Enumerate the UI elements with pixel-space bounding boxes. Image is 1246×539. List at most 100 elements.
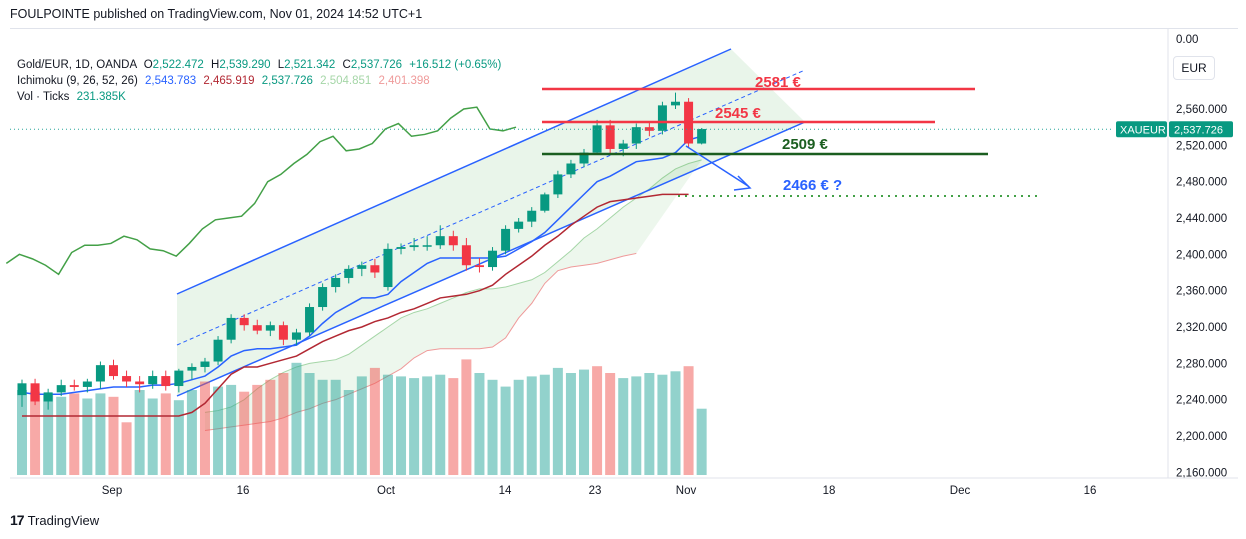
volume-bar <box>252 384 263 475</box>
volume-bar <box>160 393 171 475</box>
time-tick-label: 18 <box>823 485 836 497</box>
candle-body <box>657 105 667 131</box>
ichimoku-tenkan-line <box>21 135 702 395</box>
ichimoku-span-b-line <box>204 252 637 432</box>
time-tick-label: 16 <box>1084 485 1097 497</box>
footer-brand: 17 TradingView <box>10 512 99 528</box>
time-tick-label: Dec <box>950 485 971 497</box>
price-tick-label: 2,400.000 <box>1176 249 1227 261</box>
current-price-tag[interactable]: XAUEUR 2,537.726 <box>1116 121 1233 138</box>
publish-info: FOULPOINTE published on TradingView.com,… <box>10 7 423 21</box>
candle-body <box>474 265 484 268</box>
volume-bar <box>539 374 550 475</box>
candle-body <box>265 325 275 331</box>
ichimoku-chikou-line <box>5 106 517 276</box>
volume-bar <box>644 373 655 475</box>
candle-body <box>383 248 393 288</box>
volume-value: 231.385K <box>76 91 126 103</box>
candle-body <box>488 250 498 268</box>
volume-bar <box>683 366 694 475</box>
volume-bar <box>278 373 289 475</box>
symbol-tag-bg <box>1116 121 1167 138</box>
ichimoku-span-a-line <box>204 159 702 413</box>
candle-body <box>82 381 92 387</box>
currency-selector[interactable]: EUR <box>1173 56 1215 80</box>
ohlc-high-label: H <box>211 59 220 71</box>
volume-bar <box>343 390 354 475</box>
volume-bar <box>369 367 380 475</box>
volume-bar <box>487 379 498 475</box>
target-arrow-line <box>685 145 749 187</box>
ichimoku-kijun-line <box>22 193 689 417</box>
volume-bar <box>618 378 629 475</box>
volume-bar <box>82 398 93 475</box>
candle-body <box>174 370 184 387</box>
volume-label[interactable]: Vol · Ticks <box>17 91 70 103</box>
price-tick-label: 2,360.000 <box>1176 286 1227 298</box>
candle-body <box>618 143 628 149</box>
candle-body <box>527 210 537 222</box>
volume-bar <box>330 379 341 475</box>
candle-body <box>318 287 328 308</box>
price-tick-label: 2,240.000 <box>1176 395 1227 407</box>
candle-body <box>357 265 367 269</box>
volume-bar <box>605 373 616 475</box>
ichimoku-cloud <box>204 159 702 431</box>
candle-body <box>461 245 471 266</box>
price-tick-label: 2,440.000 <box>1176 213 1227 225</box>
ohlc-change: +16.512 (+0.65%) <box>409 59 502 71</box>
candle-body <box>291 332 301 340</box>
volume-bar <box>409 378 420 475</box>
symbol-tag-label: XAUEUR <box>1120 124 1166 136</box>
volume-bar <box>69 393 80 475</box>
volume-bar <box>173 400 184 475</box>
candle-body <box>200 361 210 367</box>
tradingview-logo-icon: 17 <box>10 512 25 528</box>
ichimoku-span-a-value: 2,504.851 <box>320 75 372 87</box>
volume-bar <box>382 374 393 475</box>
volume-bar <box>579 369 590 475</box>
candle-body <box>30 383 40 402</box>
volume-bar <box>526 376 537 475</box>
channel-mid-line <box>176 69 806 346</box>
price-tick-label: 2,200.000 <box>1176 431 1227 443</box>
candle-body <box>43 392 53 402</box>
volume-bar <box>356 376 367 475</box>
ohlc-open: 2,522.472 <box>152 59 204 71</box>
candle-body <box>122 376 132 382</box>
candle-body <box>226 317 236 340</box>
candle-body <box>435 236 445 246</box>
candle-body <box>566 163 576 175</box>
candle-body <box>239 317 249 326</box>
volume-bar <box>213 386 224 475</box>
volume-bar <box>422 376 433 475</box>
volume-bar <box>304 373 315 475</box>
time-tick-label: 14 <box>499 485 512 497</box>
time-tick-label: Oct <box>377 485 396 497</box>
price-tick-label: 2,520.000 <box>1176 140 1227 152</box>
ichimoku-kijun-value: 2,465.919 <box>203 75 255 87</box>
candle-body <box>671 101 680 106</box>
price-tick-label: 2,560.000 <box>1176 104 1227 116</box>
time-tick-label: 16 <box>237 485 250 497</box>
ichimoku-span-b-value: 2,401.398 <box>378 75 430 87</box>
price-tag-label: 2,537.726 <box>1174 124 1223 136</box>
candle-body <box>148 376 158 385</box>
price-tick-label: 2,280.000 <box>1176 358 1227 370</box>
target-arrow-head <box>733 175 752 191</box>
candle-body <box>135 381 145 385</box>
volume-bar <box>265 379 276 475</box>
ichimoku-label[interactable]: Ichimoku (9, 26, 52, 26) <box>17 75 138 87</box>
volume-bar <box>43 393 54 475</box>
ohlc-open-label: O <box>143 59 153 71</box>
price-tick-label: 2,160.000 <box>1176 467 1227 479</box>
symbol-name[interactable]: Gold/EUR, 1D, OANDA <box>17 59 137 71</box>
volume-bar <box>95 393 106 475</box>
candle-body <box>501 228 511 251</box>
price-tag-bg <box>1169 121 1233 138</box>
candle-body <box>422 245 432 247</box>
volume-bar <box>121 422 132 475</box>
legend-symbol-row: Gold/EUR, 1D, OANDA O2,522.472 H2,539.29… <box>17 57 501 73</box>
volume-bar <box>239 391 250 475</box>
